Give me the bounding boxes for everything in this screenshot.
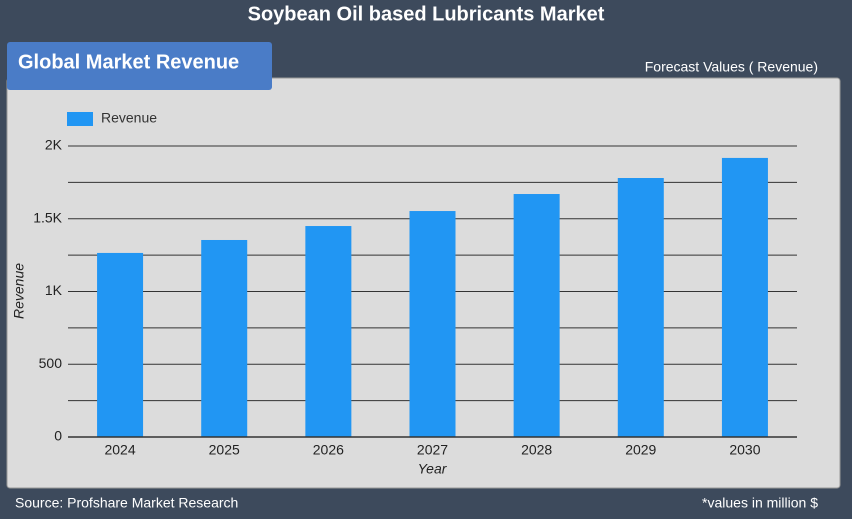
footer-source: Source: Profshare Market Research <box>15 495 238 511</box>
bar <box>97 252 144 437</box>
y-tick-label: 1.5K <box>33 209 62 225</box>
bar <box>305 226 352 437</box>
y-tick-label: 500 <box>39 355 63 371</box>
footer-note: *values in million $ <box>702 495 818 511</box>
bar <box>617 178 664 437</box>
legend-swatch <box>67 112 93 126</box>
x-axis-label: Year <box>418 461 448 477</box>
badge-box <box>7 42 272 90</box>
x-tick-label: 2027 <box>417 442 448 458</box>
y-tick-label: 0 <box>54 428 62 444</box>
y-axis-label: Revenue <box>11 263 27 319</box>
page-title: Soybean Oil based Lubricants Market <box>248 3 605 25</box>
bar <box>721 157 768 437</box>
bar <box>201 239 248 437</box>
x-tick-label: 2028 <box>521 442 552 458</box>
x-tick-label: 2030 <box>729 442 760 458</box>
y-tick-label: 1K <box>45 282 63 298</box>
y-tick-label: 2K <box>45 137 63 153</box>
badge: Global Market Revenue <box>18 51 239 73</box>
forecast-note: Forecast Values ( Revenue) <box>645 59 818 75</box>
bar <box>513 194 560 437</box>
bar <box>409 211 456 437</box>
x-tick-label: 2025 <box>209 442 240 458</box>
x-tick-label: 2024 <box>104 442 135 458</box>
x-tick-label: 2029 <box>625 442 656 458</box>
x-tick-label: 2026 <box>313 442 344 458</box>
legend-label: Revenue <box>101 110 157 126</box>
